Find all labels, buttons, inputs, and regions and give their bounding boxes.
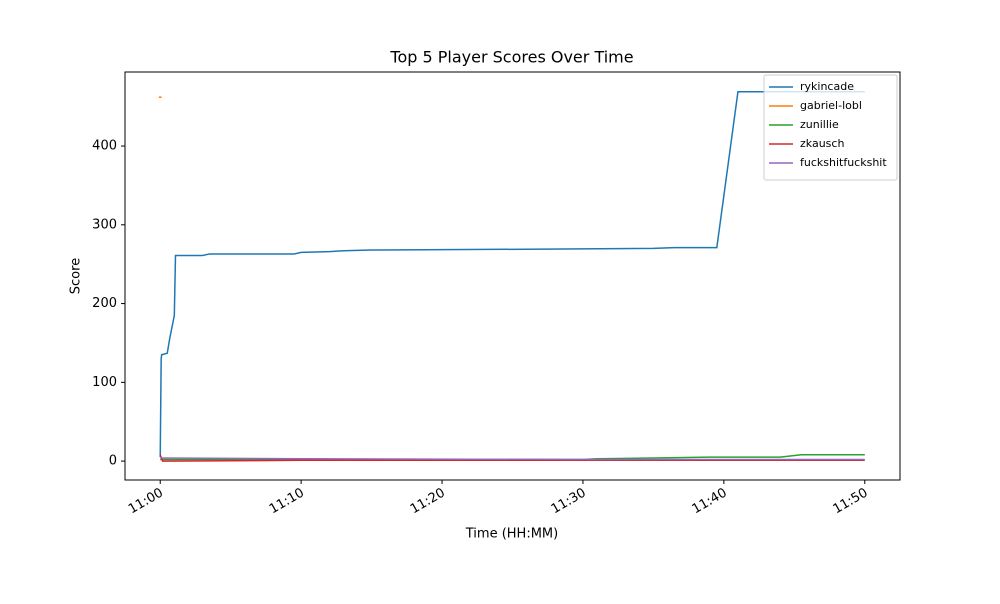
legend-label: gabriel-lobl	[800, 99, 862, 112]
y-tick-label: 0	[109, 454, 117, 469]
plot-frame	[124, 71, 901, 481]
series-line	[159, 90, 865, 458]
chart-title: Top 5 Player Scores Over Time	[389, 48, 633, 67]
legend-label: fuckshitfuckshit	[800, 156, 887, 169]
y-tick-label: 300	[92, 217, 117, 232]
legend-label: zunillie	[800, 118, 839, 131]
y-tick-label: 400	[92, 139, 117, 154]
series-line	[160, 457, 865, 461]
legend-box	[763, 74, 898, 181]
legend-label: rykincade	[800, 80, 854, 93]
y-tick-label: 200	[92, 296, 117, 311]
legend-label: zkausch	[800, 137, 844, 150]
x-axis-label: Time (HH:MM)	[465, 527, 558, 542]
y-tick-label: 100	[92, 375, 117, 390]
y-axis-label: Score	[69, 258, 84, 294]
